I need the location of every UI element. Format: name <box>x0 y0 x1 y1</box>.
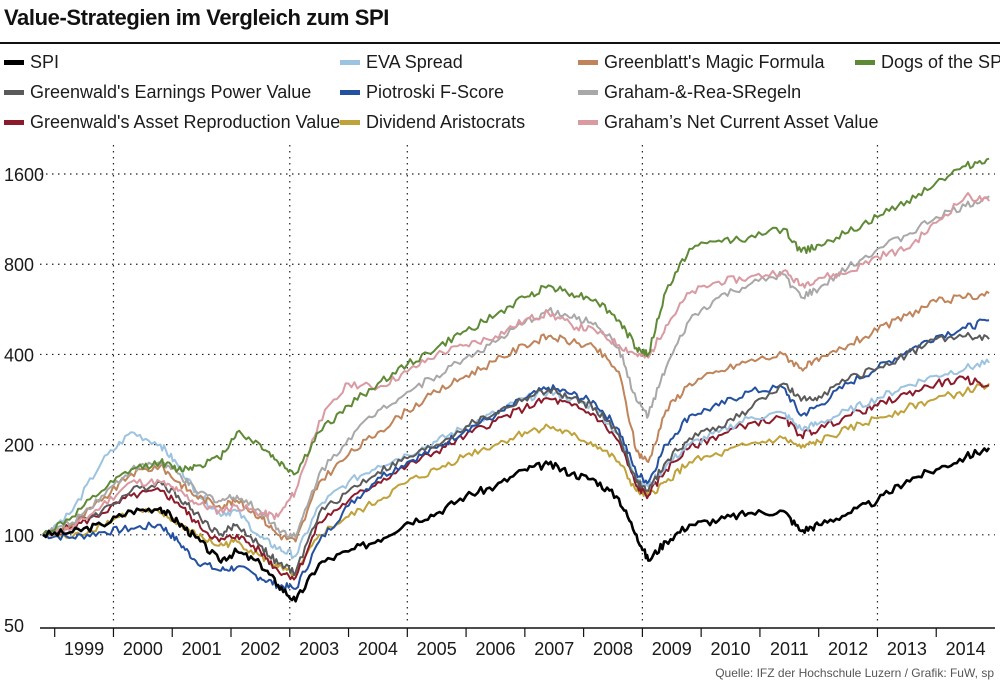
series-line-graham-rea-sregeln <box>42 195 990 539</box>
legend-label: Piotroski F-Score <box>366 82 505 102</box>
x-tick-label: 2007 <box>534 639 574 659</box>
legend-swatch <box>578 60 598 65</box>
legend-item-greenwald-s-asset-reproduction-value: Greenwald's Asset Reproduction Value <box>4 112 340 133</box>
x-tick-label: 2014 <box>946 639 986 659</box>
legend-swatch <box>578 120 598 125</box>
legend-label: Graham-&-Rea-SRegeln <box>604 82 802 102</box>
series-line-graham-s-net-current-asset-value <box>42 192 990 537</box>
series-line-dividend-aristocrats <box>42 382 990 578</box>
x-tick-label: 2001 <box>182 639 222 659</box>
x-tick-label: 2013 <box>887 639 927 659</box>
legend-item-greenblatt-s-magic-formula: Greenblatt's Magic Formula <box>578 52 825 73</box>
y-tick-label: 800 <box>4 255 34 275</box>
x-tick-label: 2005 <box>417 639 457 659</box>
x-tick-label: 2003 <box>299 639 339 659</box>
legend-item-spi: SPI <box>4 52 59 73</box>
legend-label: Greenblatt's Magic Formula <box>604 52 825 72</box>
x-tick-label: 2011 <box>770 639 809 659</box>
legend-item-dividend-aristocrats: Dividend Aristocrats <box>340 112 525 133</box>
legend-swatch <box>340 90 360 95</box>
x-tick-label: 2012 <box>828 639 868 659</box>
legend-swatch <box>4 60 24 65</box>
x-tick-label: 2004 <box>358 639 398 659</box>
series-line-dogs-of-the-spi <box>42 157 990 536</box>
x-tick-label: 2010 <box>711 639 751 659</box>
legend-swatch <box>855 60 875 65</box>
y-tick-label: 1600 <box>4 165 44 185</box>
x-tick-label: 2008 <box>593 639 633 659</box>
legend-item-piotroski-f-score: Piotroski F-Score <box>340 82 504 103</box>
x-tick-label: 2002 <box>240 639 280 659</box>
series-line-greenwald-s-earnings-power-value <box>42 331 990 577</box>
legend-label: Greenwald's Earnings Power Value <box>30 82 312 102</box>
x-tick-label: 1999 <box>64 639 104 659</box>
legend-swatch <box>340 120 360 125</box>
legend-swatch <box>578 90 598 95</box>
series-line-greenwald-s-asset-reproduction-value <box>42 375 990 581</box>
legend-label: Graham’s Net Current Asset Value <box>604 112 879 132</box>
y-tick-label: 100 <box>4 526 34 546</box>
legend-label: Greenwald's Asset Reproduction Value <box>30 112 341 132</box>
series-line-greenblatt-s-magic-formula <box>42 290 990 543</box>
legend-item-greenwald-s-earnings-power-value: Greenwald's Earnings Power Value <box>4 82 311 103</box>
legend-label: Dividend Aristocrats <box>366 112 526 132</box>
x-tick-label: 2000 <box>123 639 163 659</box>
chart-title: Value-Strategien im Vergleich zum SPI <box>4 5 390 30</box>
y-tick-label: 400 <box>4 345 34 365</box>
x-tick-label: 2009 <box>652 639 692 659</box>
legend-swatch <box>340 60 360 65</box>
series-line-eva-spread <box>42 358 990 560</box>
legend-swatch <box>4 90 24 95</box>
y-tick-label: 200 <box>4 436 34 456</box>
legend-label: SPI <box>30 52 60 72</box>
legend-label: EVA Spread <box>366 52 463 72</box>
series-line-spi <box>42 447 991 603</box>
legend-label: Dogs of the SPI <box>881 52 1000 72</box>
legend-item-eva-spread: EVA Spread <box>340 52 463 73</box>
title-rule <box>0 42 1000 44</box>
legend-swatch <box>4 120 24 125</box>
y-tick-label: 50 <box>4 616 24 636</box>
x-tick-label: 2006 <box>475 639 515 659</box>
legend-item-graham-s-net-current-asset-value: Graham’s Net Current Asset Value <box>578 112 878 133</box>
source-note: Quelle: IFZ der Hochschule Luzern / Graf… <box>715 666 994 680</box>
series-line-piotroski-f-score <box>42 318 990 591</box>
legend-item-graham-rea-sregeln: Graham-&-Rea-SRegeln <box>578 82 801 103</box>
legend-item-dogs-of-the-spi: Dogs of the SPI <box>855 52 1000 73</box>
